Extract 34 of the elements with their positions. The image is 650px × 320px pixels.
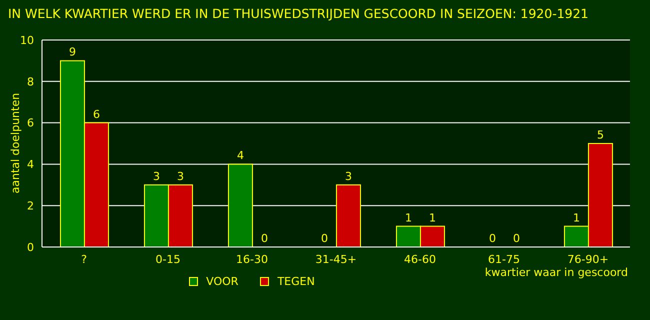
x-tick-label: 76-90+: [567, 252, 609, 266]
legend-label: TEGEN: [276, 275, 315, 288]
x-tick-label: 0-15: [156, 252, 180, 266]
chart-title: IN WELK KWARTIER WERD ER IN DE THUISWEDSTRIJDEN GESCOORD IN SEIZOEN: 1920-1921: [8, 6, 589, 21]
data-label: 1: [572, 211, 580, 224]
legend-label: VOOR: [205, 275, 238, 288]
bar: [336, 184, 361, 247]
data-label: 5: [596, 128, 604, 142]
bar: [228, 164, 253, 247]
y-tick-label: 2: [27, 200, 34, 213]
y-tick-label: 10: [20, 34, 34, 47]
data-label: 3: [344, 170, 352, 183]
x-tick-label: 46-60: [404, 252, 436, 266]
x-tick-label: 61-75: [488, 252, 520, 266]
x-tick-label: ?: [81, 252, 88, 266]
y-tick-label: 6: [27, 116, 34, 130]
data-label: 0: [488, 232, 496, 245]
y-tick-label: 8: [27, 75, 34, 88]
x-axis-title: kwartier waar in gescoord: [484, 266, 628, 279]
y-tick-label: 0: [27, 240, 34, 254]
x-tick-label: 31-45+: [315, 252, 357, 266]
data-label: 4: [236, 149, 244, 162]
data-label: 1: [404, 211, 412, 224]
data-label: 0: [512, 232, 520, 245]
data-label: 0: [260, 232, 268, 245]
data-label: 3: [152, 170, 160, 183]
data-label: 0: [320, 232, 328, 245]
data-label: 9: [68, 46, 76, 59]
data-label: 3: [176, 170, 184, 183]
data-label: 6: [92, 108, 100, 121]
x-tick-label: 16-30: [236, 252, 268, 266]
y-axis-title: aantal doelpunten: [8, 92, 22, 194]
data-label: 1: [428, 211, 436, 224]
y-tick-label: 4: [27, 158, 34, 172]
